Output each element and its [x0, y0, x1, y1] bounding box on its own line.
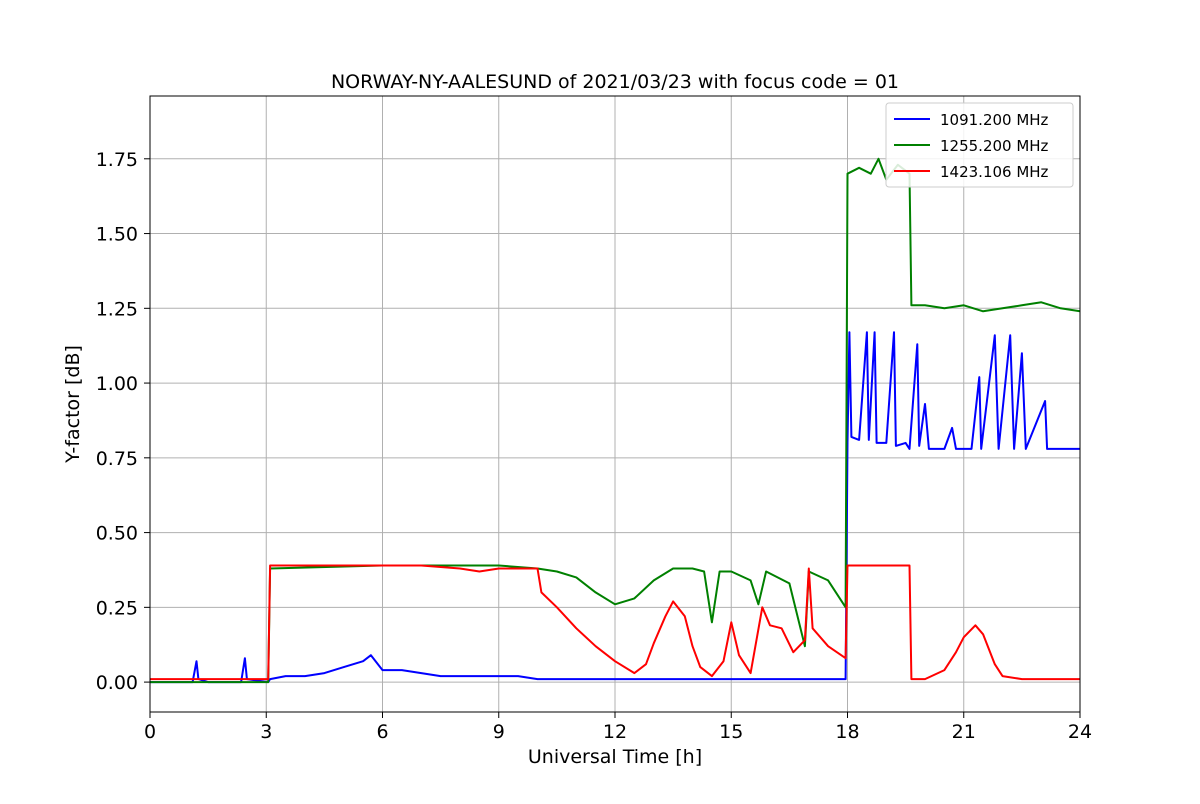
series-line-3	[150, 564, 1080, 681]
legend-label-3: 1423.106 MHz	[940, 163, 1049, 181]
x-tick-label: 0	[144, 721, 156, 743]
y-tick-label: 1.00	[96, 373, 138, 395]
x-tick-label: 24	[1068, 721, 1092, 743]
y-tick-label: 0.75	[96, 448, 138, 470]
axis-ticks: 0 3 6 9 12 15 18 21 24 0.00 0.25 0.50 0.75 1.00 1.25 1.…	[96, 149, 1092, 743]
y-axis-label: Y-factor [dB]	[62, 345, 84, 464]
x-tick-label: 15	[719, 721, 743, 743]
y-tick-label: 0.25	[96, 597, 138, 619]
x-tick-label: 12	[603, 721, 627, 743]
x-tick-label: 21	[952, 721, 976, 743]
series-line-2	[150, 157, 1081, 684]
series-lines	[150, 157, 1081, 684]
y-tick-label: 1.75	[96, 149, 138, 171]
y-tick-label: 1.50	[96, 224, 138, 246]
legend-label-1: 1091.200 MHz	[940, 111, 1049, 129]
x-axis-label: Universal Time [h]	[528, 746, 702, 768]
legend-label-2: 1255.200 MHz	[940, 137, 1049, 155]
x-tick-label: 3	[260, 721, 272, 743]
legend: 1091.200 MHz 1255.200 MHz 1423.106 MHz	[885, 102, 1074, 188]
x-tick-label: 9	[493, 721, 505, 743]
y-tick-label: 1.25	[96, 298, 138, 320]
y-tick-label: 0.00	[96, 672, 138, 694]
x-tick-label: 6	[376, 721, 388, 743]
series-line-1	[150, 331, 1080, 684]
x-tick-label: 18	[835, 721, 859, 743]
y-tick-label: 0.50	[96, 523, 138, 545]
chart-title: NORWAY-NY-AALESUND of 2021/03/23 with fo…	[331, 71, 899, 93]
legend-box	[885, 102, 1074, 188]
